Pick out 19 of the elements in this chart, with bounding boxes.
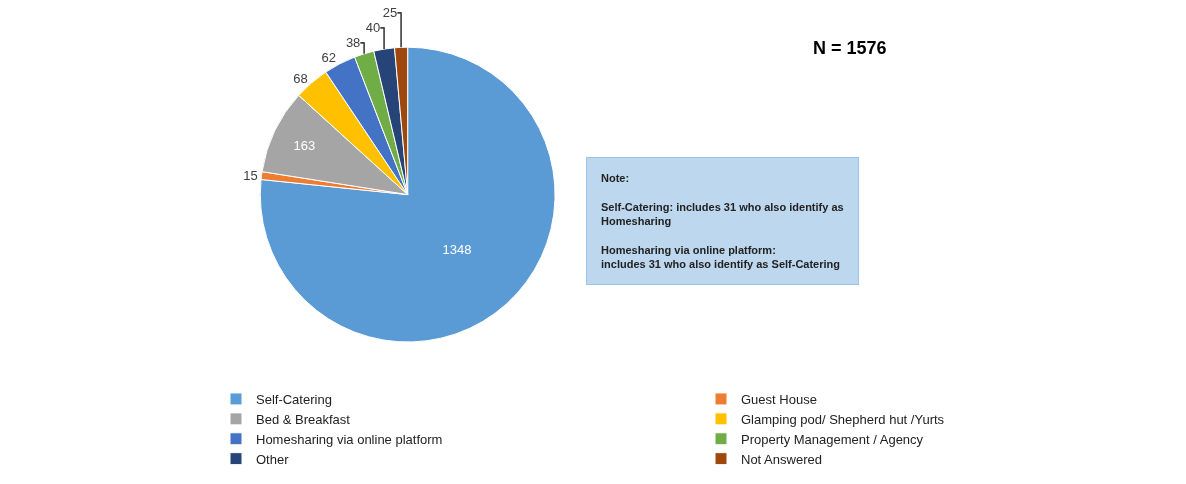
data-label: 38 <box>345 35 361 51</box>
data-label: 68 <box>293 71 308 87</box>
legend-label: Bed & Breakfast <box>256 411 351 427</box>
data-label: 25 <box>382 5 398 21</box>
data-label: 15 <box>243 167 258 183</box>
text: N = 1576 <box>813 38 887 58</box>
legend-label: Not Answered <box>741 451 822 467</box>
pie-slice <box>259 46 556 343</box>
legend-label: Homesharing via online platform <box>256 431 443 447</box>
data-label: 1348 <box>442 241 472 257</box>
data-label: 163 <box>293 137 316 153</box>
legend-label: Self-Catering <box>256 392 332 408</box>
legend-label: Glamping pod/ Shepherd hut /Yurts <box>741 411 945 427</box>
data-label: 62 <box>321 50 337 66</box>
legend-label: Other <box>256 451 290 467</box>
legend-label: Property Management / Agency <box>741 431 924 447</box>
legend-label: Guest House <box>741 392 817 408</box>
text: Note: Self-Catering: includes 31 who also identify as Homesharing Homesharing via online platform: includes 31 who also identify as Self-Catering <box>601 172 844 270</box>
data-label: 40 <box>365 20 381 36</box>
